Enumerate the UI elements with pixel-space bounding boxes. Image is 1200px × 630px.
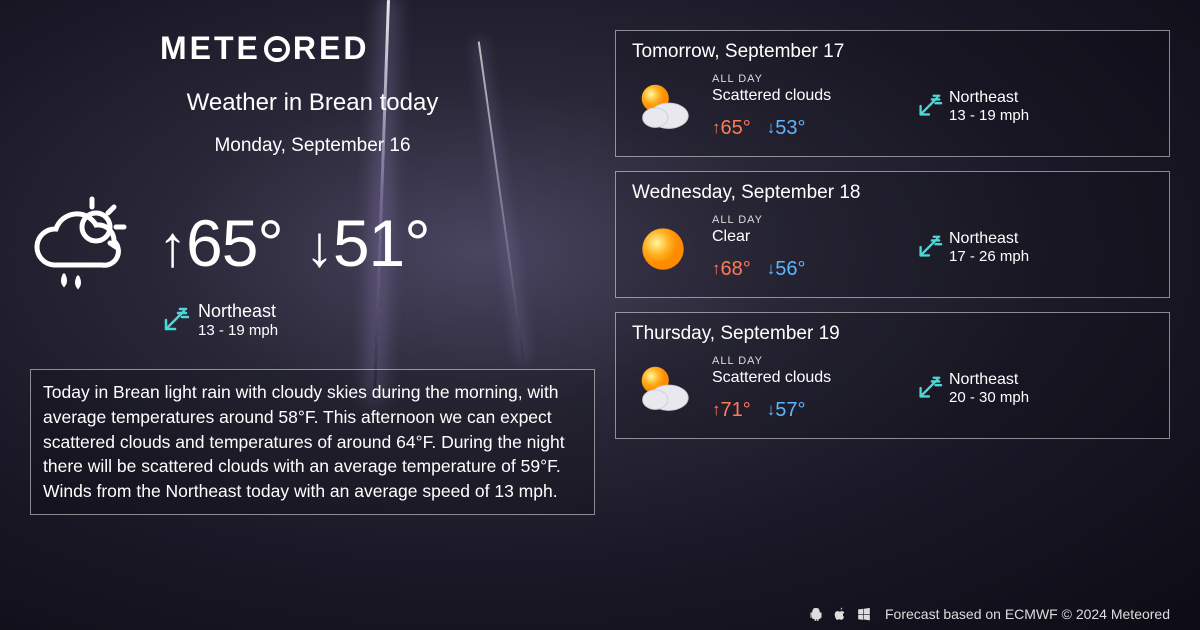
- forecast-low: ↓53°: [767, 117, 806, 140]
- forecast-wind-dir: Northeast: [949, 371, 1029, 389]
- forecast-date: Wednesday, September 18: [632, 182, 1153, 204]
- forecast-period: ALL DAY: [712, 214, 897, 226]
- forecast-date: Tomorrow, September 17: [632, 41, 1153, 63]
- weather-icon: [632, 359, 694, 419]
- forecast-wind-speed: 20 - 30 mph: [949, 389, 1029, 406]
- forecast-wind-dir: Northeast: [949, 89, 1029, 107]
- wind-arrow-icon: [915, 374, 943, 402]
- wind-arrow-icon: [160, 305, 190, 335]
- summary-text: Today in Brean light rain with cloudy sk…: [30, 369, 595, 515]
- forecast-wind: Northeast13 - 19 mph: [915, 89, 1029, 125]
- today-low: ↓51°: [305, 205, 430, 281]
- today-wind: Northeast 13 - 19 mph: [160, 301, 595, 339]
- page-title: Weather in Brean today: [30, 89, 595, 117]
- rain-cloud-icon: [30, 193, 140, 293]
- forecast-high: ↑68°: [712, 258, 751, 281]
- weather-icon: [632, 218, 694, 278]
- forecast-high: ↑71°: [712, 399, 751, 422]
- forecast-wind-speed: 17 - 26 mph: [949, 248, 1029, 265]
- brand-logo: METERED: [160, 30, 595, 67]
- forecast-condition: Scattered clouds: [712, 87, 897, 105]
- forecast-wind-dir: Northeast: [949, 230, 1029, 248]
- today-date: Monday, September 16: [30, 135, 595, 157]
- forecast-date: Thursday, September 19: [632, 323, 1153, 345]
- today-wind-speed: 13 - 19 mph: [198, 322, 278, 339]
- forecast-period: ALL DAY: [712, 73, 897, 85]
- forecast-low: ↓57°: [767, 399, 806, 422]
- forecast-card: Thursday, September 19 ALL DAY Scattered c…: [615, 312, 1170, 439]
- forecast-card: Tomorrow, September 17 ALL DAY Scattered c…: [615, 30, 1170, 157]
- today-wind-dir: Northeast: [198, 301, 278, 322]
- forecast-low: ↓56°: [767, 258, 806, 281]
- forecast-wind: Northeast17 - 26 mph: [915, 230, 1029, 266]
- wind-arrow-icon: [915, 233, 943, 261]
- today-high: ↑65°: [158, 205, 283, 281]
- today-hero: ↑65° ↓51°: [30, 193, 595, 293]
- wind-arrow-icon: [915, 92, 943, 120]
- forecast-high: ↑65°: [712, 117, 751, 140]
- forecast-wind-speed: 13 - 19 mph: [949, 107, 1029, 124]
- weather-icon: [632, 77, 694, 137]
- forecast-period: ALL DAY: [712, 355, 897, 367]
- forecast-list: Tomorrow, September 17 ALL DAY Scattered c…: [615, 30, 1170, 618]
- forecast-wind: Northeast20 - 30 mph: [915, 371, 1029, 407]
- forecast-condition: Scattered clouds: [712, 369, 897, 387]
- forecast-condition: Clear: [712, 228, 897, 246]
- logo-o-icon: [264, 36, 290, 62]
- forecast-card: Wednesday, September 18 ALL DAY Clear ↑68° ↓…: [615, 171, 1170, 298]
